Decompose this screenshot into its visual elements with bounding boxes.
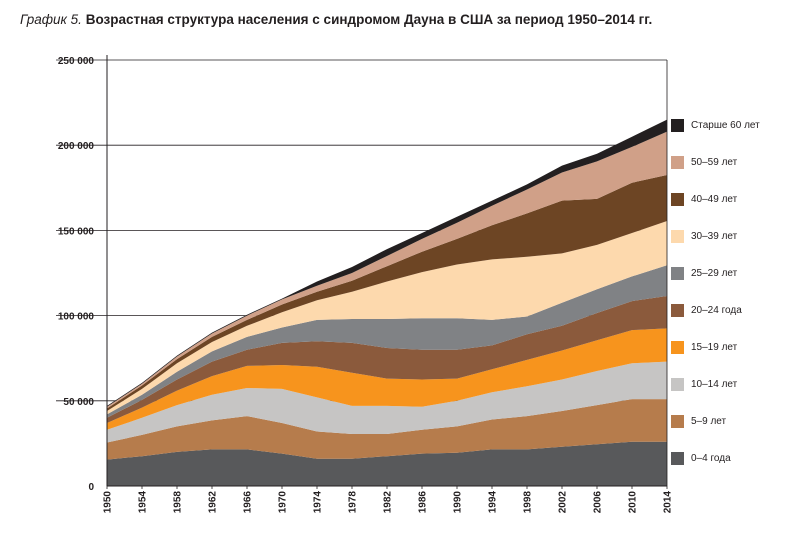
legend-swatch-8 bbox=[671, 155, 684, 169]
x-tick-label-10: 1990 bbox=[453, 491, 464, 514]
legend-item-2: 10–14 лет bbox=[671, 377, 737, 391]
x-tick-label-13: 2002 bbox=[558, 491, 569, 514]
x-tick-label-4: 1966 bbox=[243, 491, 254, 514]
x-tick-label-16: 2014 bbox=[663, 491, 674, 514]
area-series-7 bbox=[107, 175, 667, 411]
legend-swatch-7 bbox=[671, 192, 684, 206]
x-tick-label-9: 1986 bbox=[418, 491, 429, 514]
legend-item-0: 0–4 года bbox=[671, 451, 731, 465]
legend-swatch-4 bbox=[671, 303, 684, 317]
legend-label-3: 15–19 лет bbox=[691, 341, 738, 353]
legend-item-1: 5–9 лет bbox=[671, 414, 726, 428]
chart-title-lead: График 5. bbox=[20, 12, 82, 27]
x-tick-label-11: 1994 bbox=[488, 491, 499, 514]
area-series-0 bbox=[107, 441, 667, 486]
legend-item-4: 20–24 года bbox=[671, 303, 742, 317]
area-series-6 bbox=[107, 221, 667, 415]
x-tick-label-6: 1974 bbox=[313, 491, 324, 514]
legend-label-4: 20–24 года bbox=[691, 304, 742, 316]
legend-swatch-1 bbox=[671, 414, 684, 428]
legend-swatch-5 bbox=[671, 266, 684, 280]
legend-swatch-9 bbox=[671, 118, 684, 132]
legend-item-7: 40–49 лет bbox=[671, 192, 737, 206]
y-tick-label-3: 150 000 bbox=[58, 226, 95, 237]
legend-label-0: 0–4 года bbox=[691, 452, 731, 464]
legend-item-5: 25–29 лет bbox=[671, 266, 737, 280]
legend-swatch-0 bbox=[671, 451, 684, 465]
y-tick-label-2: 100 000 bbox=[58, 312, 95, 323]
y-tick-label-0: 0 bbox=[88, 482, 94, 493]
area-series-2 bbox=[107, 361, 667, 443]
y-tick-label-1: 50 000 bbox=[63, 397, 94, 408]
legend-swatch-6 bbox=[671, 229, 684, 243]
x-tick-label-5: 1970 bbox=[278, 491, 289, 514]
legend-label-5: 25–29 лет bbox=[691, 267, 738, 279]
legend-label-9: Старше 60 лет bbox=[691, 119, 760, 131]
x-tick-label-14: 2006 bbox=[593, 491, 604, 514]
x-tick-label-15: 2010 bbox=[628, 491, 639, 514]
x-tick-label-1: 1954 bbox=[138, 491, 149, 514]
x-tick-label-7: 1978 bbox=[348, 491, 359, 514]
area-series-9 bbox=[107, 119, 667, 407]
legend-item-8: 50–59 лет bbox=[671, 155, 737, 169]
x-tick-label-12: 1998 bbox=[523, 491, 534, 514]
legend-label-2: 10–14 лет bbox=[691, 378, 738, 390]
legend-label-8: 50–59 лет bbox=[691, 156, 738, 168]
chart-title-main: Возрастная структура населения с синдром… bbox=[85, 12, 653, 27]
legend-item-6: 30–39 лет bbox=[671, 229, 737, 243]
area-series-5 bbox=[107, 265, 667, 418]
area-series-4 bbox=[107, 296, 667, 423]
area-series-1 bbox=[107, 399, 667, 460]
legend-label-6: 30–39 лет bbox=[691, 230, 738, 242]
chart-title: График 5. Возрастная структура населения… bbox=[20, 12, 652, 27]
legend-label-7: 40–49 лет bbox=[691, 193, 738, 205]
x-tick-label-3: 1962 bbox=[208, 491, 219, 514]
legend-swatch-2 bbox=[671, 377, 684, 391]
y-tick-label-5: 250 000 bbox=[58, 56, 95, 67]
legend-item-3: 15–19 лет bbox=[671, 340, 737, 354]
x-tick-label-8: 1982 bbox=[383, 491, 394, 514]
x-tick-label-0: 1950 bbox=[103, 491, 114, 514]
legend-swatch-3 bbox=[671, 340, 684, 354]
legend-label-1: 5–9 лет bbox=[691, 415, 727, 427]
area-series-3 bbox=[107, 328, 667, 430]
legend-item-9: Старше 60 лет bbox=[671, 118, 760, 132]
area-series-8 bbox=[107, 131, 667, 409]
y-tick-label-4: 200 000 bbox=[58, 141, 95, 152]
x-tick-label-2: 1958 bbox=[173, 491, 184, 514]
